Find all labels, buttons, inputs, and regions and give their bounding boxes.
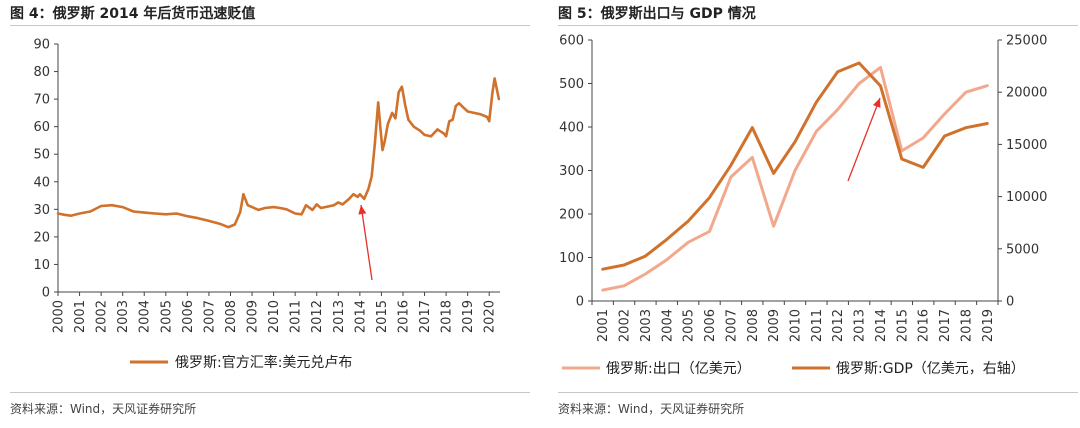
y-tick-label: 70 [33,93,50,108]
x-tick-label: 2011 [810,309,825,342]
x-tick-label: 2010 [267,300,282,333]
x-tick-label: 2009 [246,300,261,333]
x-tick-label: 2006 [181,300,196,333]
x-tick-label: 2014 [874,309,889,342]
left-y-tick-label: 200 [559,208,584,223]
x-tick-label: 2015 [895,309,910,342]
right-y-tick-label: 15000 [1006,138,1047,153]
x-tick-label: 2016 [396,300,411,333]
left-y-tick-label: 500 [559,77,584,92]
x-tick-label: 2017 [418,300,433,333]
exports-line [601,65,989,292]
x-tick-label: 2005 [159,300,174,333]
gdp-line [601,61,989,271]
exchange-rate-chart: 0 10 20 30 40 50 60 70 80 90 2000 2001 2002 2003 2004 2… [33,38,501,371]
legend-label: 俄罗斯:官方汇率:美元兑卢布 [175,354,352,371]
x-tick-label: 2003 [116,300,131,333]
chart-title: 图 4：俄罗斯 2014 年后货币迅速贬值 [10,6,256,22]
annotation-arrow-head [873,98,881,108]
x-tick-label: 2001 [73,300,88,333]
source-note: 资料来源：Wind，天风证券研究所 [10,402,197,416]
y-tick-label: 50 [33,148,50,163]
x-tick-label: 2005 [682,309,697,342]
annotation-arrow-head [358,205,367,215]
exports-gdp-panel: 图 5：俄罗斯出口与 GDP 情况 0 100 200 300 400 500 600 0 50… [548,0,1080,428]
x-tick-label: 2018 [959,309,974,342]
source-divider [558,392,1078,393]
y-tick-label: 80 [33,65,50,80]
x-tick-label: 2008 [224,300,239,333]
x-tick-label: 2006 [703,309,718,342]
legend-label: 俄罗斯:出口（亿美元） [606,361,751,377]
y-tick-label: 30 [33,203,50,218]
left-y-tick-label: 600 [559,34,584,49]
left-y-tick-label: 0 [576,295,584,310]
chart-title: 图 5：俄罗斯出口与 GDP 情况 [558,6,756,22]
right-y-tick-label: 5000 [1006,242,1039,257]
annotation-arrow-line [847,97,881,182]
y-tick-label: 90 [33,38,50,53]
y-tick-label: 0 [42,286,50,301]
title-divider [10,25,530,26]
x-tick-label: 2020 [483,300,498,333]
x-tick-label: 2007 [202,300,217,333]
exchange-rate-panel: 图 4：俄罗斯 2014 年后货币迅速贬值 0 10 20 30 40 50 60 70 80 9… [0,0,532,428]
x-tick-label: 2004 [660,309,675,342]
x-tick-label: 2003 [639,309,654,342]
source-note: 资料来源：Wind，天风证券研究所 [558,402,745,416]
x-tick-label: 2009 [767,309,782,342]
right-y-tick-label: 20000 [1006,86,1047,101]
exchange-rate-line [56,77,501,229]
right-y-tick-label: 0 [1006,295,1014,310]
x-tick-label: 2013 [332,300,347,333]
x-tick-label: 2010 [789,309,804,342]
x-tick-label: 2019 [981,309,996,342]
right-y-tick-label: 25000 [1006,34,1047,49]
x-tick-label: 2002 [95,300,110,333]
x-tick-label: 2017 [938,309,953,342]
x-tick-label: 2019 [461,300,476,333]
x-tick-label: 2008 [746,309,761,342]
x-tick-label: 2011 [289,300,304,333]
x-tick-label: 2000 [52,300,67,333]
x-tick-label: 2015 [375,300,390,333]
x-tick-label: 2012 [831,309,846,342]
exports-gdp-chart: 0 100 200 300 400 500 600 0 5000 10000 15000 20000 2… [559,34,1047,378]
annotation-arrow-line [360,204,373,281]
x-tick-label: 2001 [596,309,611,342]
right-y-tick-label: 10000 [1006,190,1047,205]
source-divider [10,392,530,393]
x-tick-label: 2016 [917,309,932,342]
title-divider [558,25,1078,26]
y-tick-label: 10 [33,258,50,273]
x-tick-label: 2007 [724,309,739,342]
y-tick-label: 40 [33,175,50,190]
x-tick-label: 2004 [138,300,153,333]
x-tick-label: 2018 [440,300,455,333]
y-tick-label: 60 [33,120,50,135]
x-tick-label: 2012 [310,300,325,333]
legend-label: 俄罗斯:GDP（亿美元，右轴） [836,361,1025,377]
left-y-tick-label: 400 [559,121,584,136]
x-tick-label: 2013 [853,309,868,342]
y-tick-label: 20 [33,230,50,245]
left-y-tick-label: 300 [559,164,584,179]
left-y-tick-label: 100 [559,251,584,266]
x-tick-label: 2002 [618,309,633,342]
x-tick-label: 2014 [353,300,368,333]
